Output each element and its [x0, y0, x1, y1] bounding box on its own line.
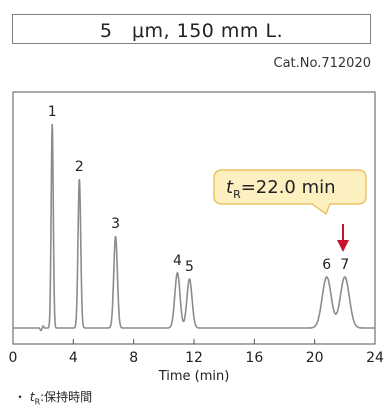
- catalog-number: Cat.No.712020: [273, 56, 371, 71]
- x-tick-label-8: 8: [129, 350, 138, 366]
- footnote-subscript: R: [34, 397, 41, 407]
- x-axis-tick-labels: 0 4 8 12 16 20 24: [9, 350, 384, 366]
- callout-value: =22.0 min: [241, 177, 336, 198]
- footnote: ・ tR:保持時間: [14, 388, 92, 406]
- x-axis-ticks: [12, 339, 376, 344]
- callout-subscript: R: [233, 188, 241, 201]
- peak-label-3: 3: [111, 216, 120, 232]
- arrow-head: [337, 240, 349, 252]
- x-tick-label-12: 12: [185, 350, 203, 366]
- peak-label-2: 2: [75, 159, 84, 175]
- peak-label-4: 4: [173, 253, 182, 269]
- peak-label-1: 1: [48, 104, 57, 120]
- retention-time-callout: tR=22.0 min: [213, 169, 367, 215]
- column-spec-title: 5 μm, 150 mm L.: [12, 14, 371, 44]
- peak-label-5: 5: [185, 259, 194, 275]
- footnote-symbol: t: [29, 390, 35, 404]
- x-axis-label: Time (min): [158, 369, 230, 384]
- title-text: 5 μm, 150 mm L.: [99, 19, 284, 42]
- retention-arrow: [337, 224, 349, 252]
- x-tick-label-4: 4: [69, 350, 78, 366]
- x-tick-label-20: 20: [306, 350, 324, 366]
- footnote-text: :保持時間: [40, 390, 93, 404]
- peak-label-7: 7: [340, 257, 349, 273]
- x-tick-label-16: 16: [245, 350, 263, 366]
- footnote-bullet: ・: [14, 390, 27, 404]
- x-tick-label-0: 0: [9, 350, 18, 366]
- x-tick-label-24: 24: [366, 350, 384, 366]
- peak-label-6: 6: [322, 257, 331, 273]
- series-line-chromatogram: [13, 123, 375, 332]
- callout-symbol: t: [226, 177, 234, 198]
- callout-bubble: [213, 169, 367, 215]
- callout-text: tR=22.0 min: [226, 177, 336, 201]
